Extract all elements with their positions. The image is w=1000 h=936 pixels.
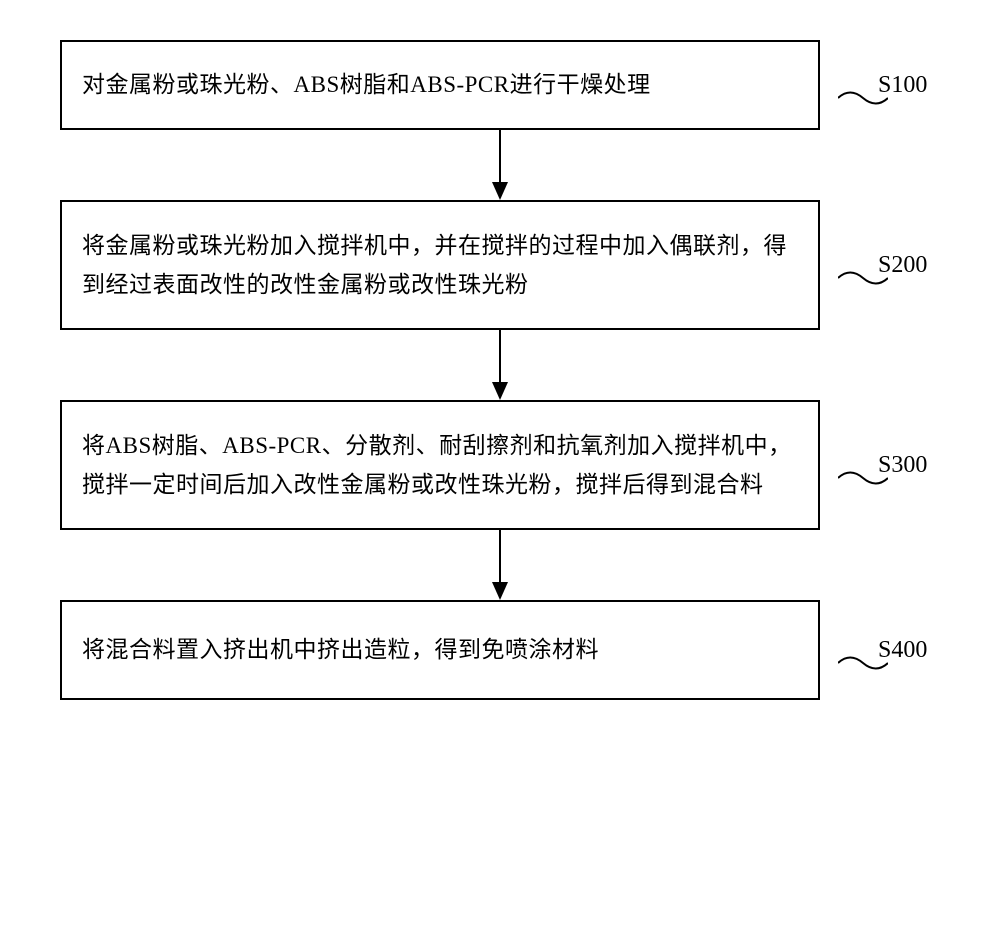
step-label-1: S100 bbox=[878, 72, 927, 99]
step-text-3: 将ABS树脂、ABS-PCR、分散剂、耐刮擦剂和抗氧剂加入搅拌机中，搅拌一定时间… bbox=[82, 426, 798, 504]
step-row-1: 对金属粉或珠光粉、ABS树脂和ABS-PCR进行干燥处理 S100 bbox=[60, 40, 940, 130]
arrow-3 bbox=[120, 530, 880, 600]
step-box-2: 将金属粉或珠光粉加入搅拌机中，并在搅拌的过程中加入偶联剂，得到经过表面改性的改性… bbox=[60, 200, 820, 330]
arrow-down-icon bbox=[485, 330, 515, 400]
step-row-3: 将ABS树脂、ABS-PCR、分散剂、耐刮擦剂和抗氧剂加入搅拌机中，搅拌一定时间… bbox=[60, 400, 940, 530]
step-box-4: 将混合料置入挤出机中挤出造粒，得到免喷涂材料 bbox=[60, 600, 820, 700]
step-row-2: 将金属粉或珠光粉加入搅拌机中，并在搅拌的过程中加入偶联剂，得到经过表面改性的改性… bbox=[60, 200, 940, 330]
step-text-1: 对金属粉或珠光粉、ABS树脂和ABS-PCR进行干燥处理 bbox=[82, 65, 651, 104]
connector-curve-icon bbox=[838, 465, 888, 491]
step-box-3: 将ABS树脂、ABS-PCR、分散剂、耐刮擦剂和抗氧剂加入搅拌机中，搅拌一定时间… bbox=[60, 400, 820, 530]
arrow-down-icon bbox=[485, 530, 515, 600]
connector-curve-icon bbox=[838, 85, 888, 111]
step-label-3: S300 bbox=[878, 452, 927, 479]
step-label-2: S200 bbox=[878, 252, 927, 279]
connector-curve-icon bbox=[838, 650, 888, 676]
arrow-1 bbox=[120, 130, 880, 200]
connector-curve-icon bbox=[838, 265, 888, 291]
step-text-2: 将金属粉或珠光粉加入搅拌机中，并在搅拌的过程中加入偶联剂，得到经过表面改性的改性… bbox=[82, 226, 798, 304]
flowchart-container: 对金属粉或珠光粉、ABS树脂和ABS-PCR进行干燥处理 S100 将金属粉或珠… bbox=[60, 40, 940, 700]
arrow-down-icon bbox=[485, 130, 515, 200]
step-row-4: 将混合料置入挤出机中挤出造粒，得到免喷涂材料 S400 bbox=[60, 600, 940, 700]
arrow-2 bbox=[120, 330, 880, 400]
step-text-4: 将混合料置入挤出机中挤出造粒，得到免喷涂材料 bbox=[82, 630, 599, 669]
step-label-4: S400 bbox=[878, 637, 927, 664]
step-box-1: 对金属粉或珠光粉、ABS树脂和ABS-PCR进行干燥处理 bbox=[60, 40, 820, 130]
